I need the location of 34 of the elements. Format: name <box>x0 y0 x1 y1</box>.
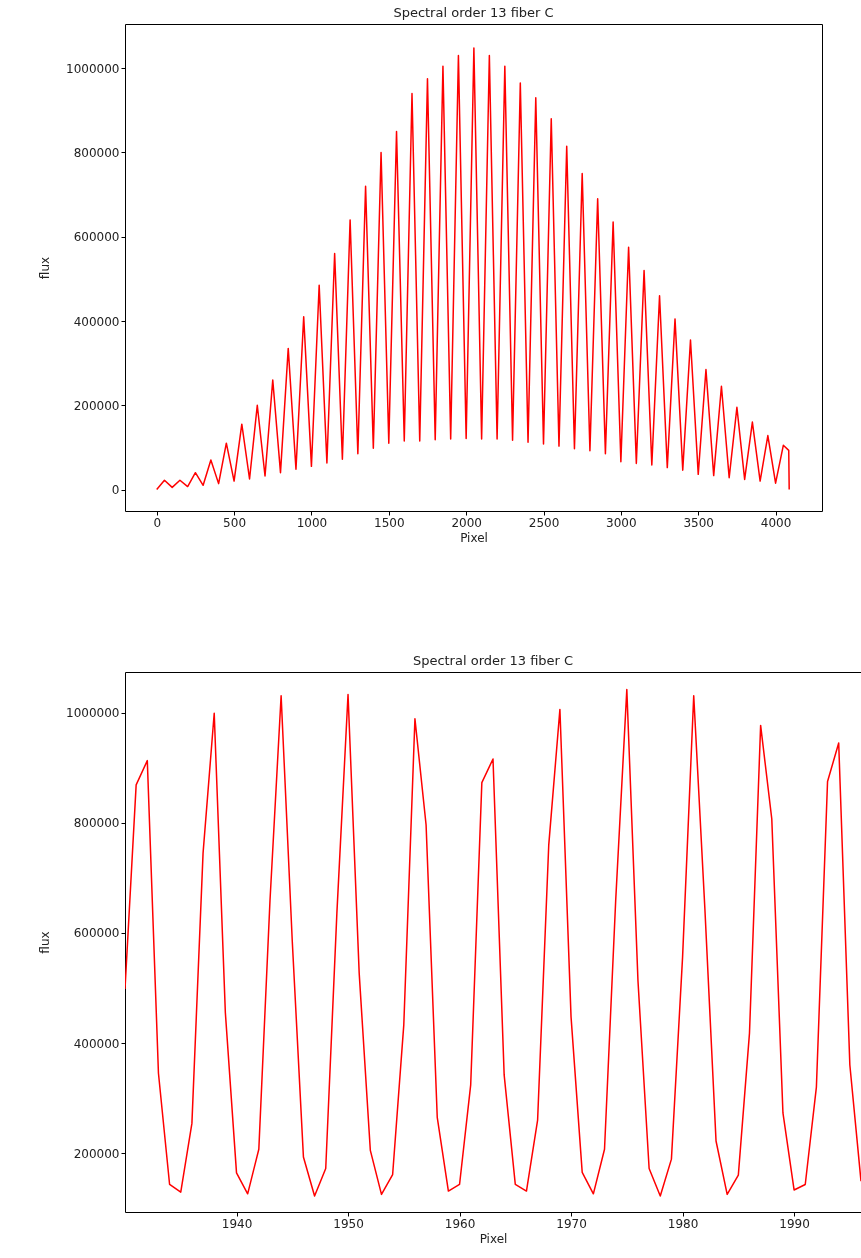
x-tick-label: 2000 <box>451 515 482 530</box>
chart-title: Spectral order 13 fiber C <box>393 5 554 20</box>
x-tick-label: 1950 <box>333 1216 364 1231</box>
y-tick-label: 200000 <box>73 398 120 413</box>
y-tick-label: 800000 <box>73 145 120 160</box>
x-tick-label: 500 <box>223 515 247 530</box>
x-tick-label: 1940 <box>221 1216 253 1231</box>
y-axis-title: flux <box>38 931 53 954</box>
x-tick-label: 3500 <box>683 515 714 530</box>
y-tick-label: 1000000 <box>66 706 120 721</box>
x-tick-label: 3000 <box>606 515 637 530</box>
x-tick-label: 2500 <box>528 515 560 530</box>
x-tick-label: 1960 <box>444 1216 476 1231</box>
y-tick-label: 0 <box>111 483 120 498</box>
x-tick-label: 1500 <box>374 515 405 530</box>
x-tick-label: 0 <box>153 515 162 530</box>
line-series <box>125 688 861 1197</box>
y-axis-title: flux <box>38 256 53 280</box>
y-tick-label: 1000000 <box>66 61 120 76</box>
y-tick-label: 600000 <box>73 230 120 245</box>
y-tick-label: 400000 <box>73 314 120 329</box>
y-tick-label: 800000 <box>73 816 120 831</box>
x-tick-label: 4000 <box>760 515 792 530</box>
chart-title: Spectral order 13 fiber C <box>412 653 574 668</box>
y-tick-label: 400000 <box>73 1036 120 1051</box>
line-series <box>155 47 790 491</box>
y-tick-label: 600000 <box>73 926 120 941</box>
x-tick-label: 1980 <box>667 1216 699 1231</box>
y-tick-label: 200000 <box>73 1146 120 1161</box>
x-axis-title: Pixel <box>479 1231 508 1246</box>
x-axis-title: Pixel <box>460 530 488 545</box>
x-tick-label: 1000 <box>296 515 328 530</box>
x-tick-label: 1990 <box>779 1216 810 1231</box>
x-tick-label: 1970 <box>556 1216 587 1231</box>
